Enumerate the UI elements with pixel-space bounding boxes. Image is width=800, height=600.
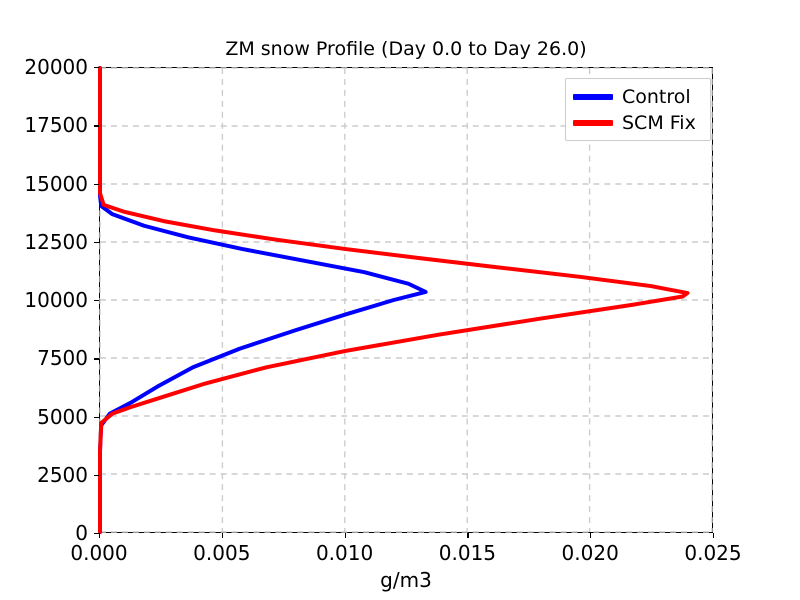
- legend-swatch-scm-fix: [573, 120, 613, 126]
- x-tick-mark: [713, 533, 715, 538]
- y-tick-mark: [94, 183, 99, 185]
- data-curves: [98, 66, 690, 534]
- legend-label-control: Control: [622, 86, 691, 108]
- legend-item[interactable]: Control: [573, 84, 703, 110]
- legend-swatch-control: [573, 94, 613, 100]
- legend-label-scm-fix: SCM Fix: [622, 112, 696, 134]
- chart-title: ZM snow Profile (Day 0.0 to Day 26.0): [225, 38, 587, 60]
- y-tick-mark: [94, 67, 99, 69]
- x-tick-label: 0.010: [315, 541, 374, 565]
- x-tick-mark: [590, 533, 592, 538]
- gridlines: [99, 67, 713, 533]
- y-tick-label: 15000: [24, 171, 88, 196]
- y-tick-label: 17500: [24, 113, 88, 138]
- y-tick-label: 20000: [24, 55, 88, 79]
- x-tick-label: 0.015: [438, 541, 497, 565]
- y-tick-mark: [94, 300, 99, 302]
- y-tick-label: 12500: [24, 229, 88, 254]
- x-tick-label: 0.020: [561, 541, 619, 565]
- x-tick-label: 0.005: [193, 541, 251, 565]
- y-tick-mark: [94, 416, 99, 418]
- y-tick-label: 10000: [24, 288, 88, 312]
- x-tick-label: 0.000: [70, 541, 128, 565]
- x-tick-mark: [467, 533, 469, 538]
- x-tick-mark: [344, 533, 346, 538]
- y-tick-label: 5000: [37, 404, 88, 429]
- y-tick-mark: [94, 125, 99, 127]
- x-tick-mark: [221, 533, 224, 538]
- x-tick-mark: [99, 533, 101, 538]
- y-axis-tick-labels: 0 2500 5000 7500 10000 12500 15000 17500 20000: [0, 55, 88, 545]
- y-tick-mark: [94, 241, 99, 244]
- y-tick-label: 2500: [37, 462, 88, 487]
- y-tick-mark: [94, 474, 99, 477]
- y-tick-mark: [94, 358, 99, 360]
- legend-item[interactable]: SCM Fix: [573, 110, 703, 136]
- x-axis-label: g/m3: [380, 568, 432, 592]
- plot-area: [98, 66, 713, 534]
- y-tick-mark: [94, 533, 99, 535]
- y-tick-label: 0: [75, 521, 88, 545]
- x-tick-label: 0.025: [684, 541, 742, 565]
- y-tick-label: 7500: [37, 346, 88, 371]
- x-axis-tick-labels: 0.000 0.005 0.010 0.015 0.020 0.025: [70, 541, 741, 571]
- legend: Control SCM Fix: [565, 78, 711, 141]
